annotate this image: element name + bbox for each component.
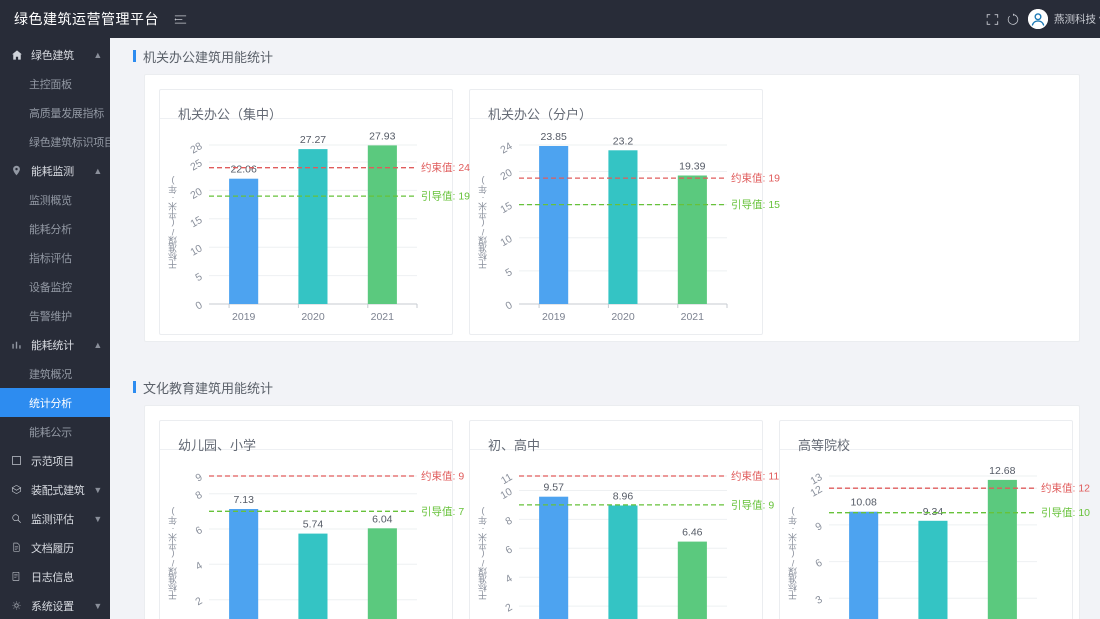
svg-text:11: 11 bbox=[499, 471, 515, 487]
svg-text:2020: 2020 bbox=[301, 311, 325, 323]
svg-text:27.93: 27.93 bbox=[369, 130, 395, 142]
svg-text:2021: 2021 bbox=[681, 311, 705, 323]
svg-text:2: 2 bbox=[193, 594, 204, 607]
svg-text:9.34: 9.34 bbox=[923, 505, 944, 517]
svg-text:约束值: 11: 约束值: 11 bbox=[731, 469, 779, 482]
svg-text:约束值: 24: 约束值: 24 bbox=[421, 161, 470, 174]
svg-text:9: 9 bbox=[813, 520, 824, 533]
svg-text:约束值: 19: 约束值: 19 bbox=[731, 171, 780, 184]
svg-text:25: 25 bbox=[188, 157, 204, 173]
svg-text:8.96: 8.96 bbox=[613, 490, 634, 502]
svg-text:10: 10 bbox=[498, 232, 514, 248]
svg-text:20: 20 bbox=[498, 166, 514, 182]
svg-text:10.08: 10.08 bbox=[851, 496, 877, 508]
svg-text:5.74: 5.74 bbox=[303, 518, 324, 530]
svg-text:引导值: 10: 引导值: 10 bbox=[1041, 506, 1090, 519]
svg-text:6.04: 6.04 bbox=[372, 513, 393, 525]
svg-text:24: 24 bbox=[498, 140, 514, 156]
svg-text:9: 9 bbox=[193, 471, 204, 484]
svg-text:7.13: 7.13 bbox=[233, 494, 254, 506]
svg-text:2020: 2020 bbox=[611, 311, 635, 323]
svg-text:引导值: 9: 引导值: 9 bbox=[731, 498, 774, 511]
svg-text:13: 13 bbox=[808, 471, 824, 487]
svg-text:20: 20 bbox=[188, 185, 204, 201]
svg-text:引导值: 15: 引导值: 15 bbox=[731, 198, 780, 211]
svg-text:0: 0 bbox=[503, 299, 514, 312]
svg-text:3: 3 bbox=[813, 593, 824, 606]
svg-text:10: 10 bbox=[498, 485, 514, 501]
svg-text:5: 5 bbox=[193, 270, 204, 283]
svg-text:4: 4 bbox=[503, 572, 514, 585]
svg-text:15: 15 bbox=[498, 199, 514, 215]
svg-text:2021: 2021 bbox=[371, 311, 395, 323]
svg-text:22.06: 22.06 bbox=[231, 163, 257, 175]
svg-text:引导值: 19: 引导值: 19 bbox=[421, 189, 470, 202]
svg-text:6: 6 bbox=[813, 556, 824, 569]
svg-text:23.2: 23.2 bbox=[613, 135, 634, 147]
svg-text:2: 2 bbox=[503, 601, 514, 614]
svg-text:6: 6 bbox=[193, 524, 204, 537]
svg-text:12.68: 12.68 bbox=[989, 464, 1015, 476]
svg-text:9.57: 9.57 bbox=[543, 481, 564, 493]
svg-text:8: 8 bbox=[503, 514, 514, 527]
svg-text:2019: 2019 bbox=[232, 311, 256, 323]
svg-text:引导值: 7: 引导值: 7 bbox=[421, 504, 464, 517]
svg-text:23.85: 23.85 bbox=[541, 131, 567, 143]
svg-text:5: 5 bbox=[503, 266, 514, 279]
svg-text:19.39: 19.39 bbox=[679, 160, 705, 172]
svg-text:27.27: 27.27 bbox=[300, 134, 326, 146]
svg-text:6: 6 bbox=[503, 543, 514, 556]
svg-text:0: 0 bbox=[193, 299, 204, 312]
svg-text:约束值: 9: 约束值: 9 bbox=[421, 469, 464, 482]
svg-text:8: 8 bbox=[193, 488, 204, 501]
svg-text:约束值: 12: 约束值: 12 bbox=[1041, 481, 1090, 494]
svg-text:15: 15 bbox=[188, 213, 204, 229]
svg-text:10: 10 bbox=[188, 242, 204, 258]
svg-text:28: 28 bbox=[188, 140, 204, 156]
svg-text:4: 4 bbox=[193, 559, 204, 572]
svg-text:2019: 2019 bbox=[542, 311, 566, 323]
svg-text:6.46: 6.46 bbox=[682, 526, 703, 538]
